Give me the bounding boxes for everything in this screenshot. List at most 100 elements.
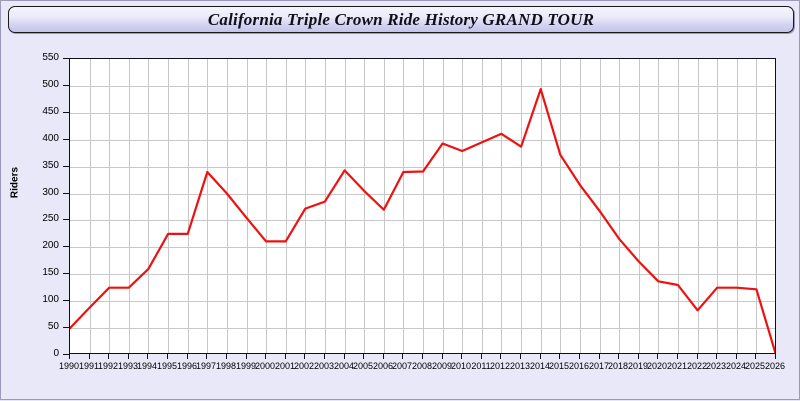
x-axis-tick (108, 354, 109, 359)
gridline-horizontal (70, 86, 775, 87)
gridline-vertical (305, 59, 306, 353)
x-axis-tick-label: 1992 (97, 361, 119, 371)
x-axis-tick-label: 2020 (646, 361, 668, 371)
x-axis-tick-label: 2010 (450, 361, 472, 371)
y-axis-tick (63, 300, 69, 301)
gridline-horizontal (70, 140, 775, 141)
x-axis-tick (638, 354, 639, 359)
gridline-vertical (227, 59, 228, 353)
x-axis-tick-label: 2014 (529, 361, 551, 371)
plot-area (69, 58, 776, 354)
y-axis-tick-label: 0 (53, 348, 59, 359)
gridline-vertical (90, 59, 91, 353)
x-axis-tick (344, 354, 345, 359)
x-axis-tick (167, 354, 168, 359)
x-axis-tick (500, 354, 501, 359)
gridline-vertical (286, 59, 287, 353)
x-axis-tick (657, 354, 658, 359)
x-axis-tick (540, 354, 541, 359)
y-axis-tick (63, 85, 69, 86)
gridline-vertical (619, 59, 620, 353)
x-axis-tick (736, 354, 737, 359)
gridline-horizontal (70, 167, 775, 168)
x-axis-tick (442, 354, 443, 359)
gridline-vertical (678, 59, 679, 353)
x-axis-tick-label: 2015 (548, 361, 570, 371)
gridline-vertical (188, 59, 189, 353)
y-axis-tick-label: 550 (42, 52, 59, 63)
x-axis-tick-label: 2004 (333, 361, 355, 371)
gridline-vertical (698, 59, 699, 353)
x-axis-tick-label: 2012 (489, 361, 511, 371)
gridline-vertical (129, 59, 130, 353)
window-titlebar: California Triple Crown Ride History GRA… (8, 6, 794, 33)
line-series-riders (70, 88, 775, 353)
x-axis-tick (187, 354, 188, 359)
x-axis-tick-label: 1995 (156, 361, 178, 371)
x-axis-tick (677, 354, 678, 359)
y-axis-tick-label: 300 (42, 187, 59, 198)
x-axis-tick (461, 354, 462, 359)
page-title: California Triple Crown Ride History GRA… (207, 9, 595, 29)
y-axis-tick-label: 400 (42, 133, 59, 144)
x-axis-tick-label: 1991 (78, 361, 100, 371)
gridline-vertical (482, 59, 483, 353)
y-axis-tick (63, 112, 69, 113)
x-axis-tick (226, 354, 227, 359)
x-axis-tick-label: 2009 (431, 361, 453, 371)
y-axis-tick-label: 450 (42, 106, 59, 117)
x-axis-tick (775, 354, 776, 359)
gridline-vertical (207, 59, 208, 353)
x-axis-tick-label: 1993 (117, 361, 139, 371)
x-axis-tick (520, 354, 521, 359)
gridline-vertical (247, 59, 248, 353)
gridline-vertical (600, 59, 601, 353)
y-axis-tick (63, 327, 69, 328)
x-axis-tick (599, 354, 600, 359)
y-axis-tick (63, 273, 69, 274)
x-axis-tick (697, 354, 698, 359)
y-axis-tick-label: 350 (42, 160, 59, 171)
x-axis-tick-label: 2013 (509, 361, 531, 371)
gridline-horizontal (70, 301, 775, 302)
gridline-horizontal (70, 220, 775, 221)
gridline-vertical (501, 59, 502, 353)
x-axis-tick-label: 2005 (352, 361, 374, 371)
x-axis-tick-label: 2006 (372, 361, 394, 371)
y-axis-label: Riders (9, 166, 21, 199)
x-axis-tick (285, 354, 286, 359)
chart-container: Riders 0 50 100 150 200 250 300 350 400 450 500 550… (1, 37, 800, 401)
x-axis-tick-label: 1996 (176, 361, 198, 371)
x-axis-tick-label: 2011 (471, 361, 491, 371)
gridline-vertical (423, 59, 424, 353)
x-axis-tick-label: 1997 (195, 361, 217, 371)
x-axis-tick (324, 354, 325, 359)
y-axis-tick-label: 200 (42, 240, 59, 251)
x-axis-tick (69, 354, 70, 359)
x-axis-tick (422, 354, 423, 359)
x-axis-tick-label: 2007 (391, 361, 413, 371)
x-axis-tick (755, 354, 756, 359)
y-axis-tick (63, 354, 69, 355)
x-axis-tick (481, 354, 482, 359)
x-axis-tick-label: 2000 (254, 361, 276, 371)
x-axis-tick-label: 2018 (607, 361, 629, 371)
gridline-horizontal (70, 247, 775, 248)
x-axis-tick (716, 354, 717, 359)
x-axis-tick (559, 354, 560, 359)
gridline-vertical (443, 59, 444, 353)
x-axis-tick-label: 2024 (725, 361, 747, 371)
gridline-vertical (109, 59, 110, 353)
x-axis-tick (206, 354, 207, 359)
y-axis-tick (63, 166, 69, 167)
gridline-horizontal (70, 274, 775, 275)
x-axis-tick-label: 2017 (588, 361, 610, 371)
gridline-vertical (168, 59, 169, 353)
x-axis-tick (579, 354, 580, 359)
gridline-vertical (580, 59, 581, 353)
gridline-vertical (756, 59, 757, 353)
gridline-vertical (560, 59, 561, 353)
y-axis-tick (63, 58, 69, 59)
x-axis-tick-label: 2021 (666, 361, 688, 371)
